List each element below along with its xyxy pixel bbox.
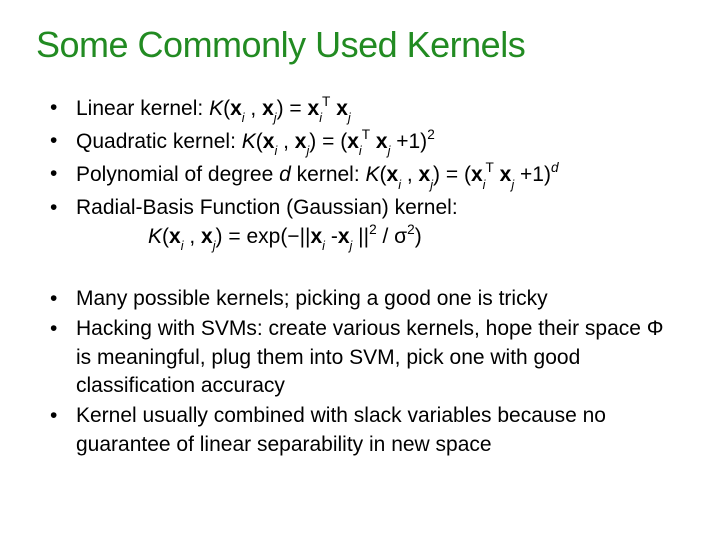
math: d [551, 160, 559, 175]
math: x [201, 225, 213, 248]
math: , [245, 97, 263, 120]
math: x [308, 97, 320, 120]
page-title: Some Commonly Used Kernels [36, 24, 684, 66]
kernel-list: Linear kernel: K(xi , xj) = xiT xj Quadr… [48, 94, 684, 253]
math: j [350, 239, 353, 253]
bullet-text: Polynomial of degree [76, 163, 279, 186]
math: ) [415, 225, 422, 248]
math: ) = exp(−|| [216, 225, 311, 248]
math: ( [162, 225, 169, 248]
list-item: Kernel usually combined with slack varia… [48, 402, 684, 459]
math: x [169, 225, 181, 248]
math: 2 [369, 222, 377, 237]
math: || [352, 225, 369, 248]
math: x [347, 130, 359, 153]
bullet-text: kernel: [291, 163, 366, 186]
math: i [398, 178, 401, 192]
math: - [325, 225, 338, 248]
list-item: Radial-Basis Function (Gaussian) kernel:… [48, 194, 684, 254]
math: d [279, 163, 291, 186]
math: , [277, 130, 295, 153]
bullet-text: Radial-Basis Function (Gaussian) kernel: [76, 196, 458, 219]
math: i [483, 178, 486, 192]
math: K [148, 225, 162, 248]
math: i [322, 239, 325, 253]
math: ( [380, 163, 387, 186]
math: x [263, 130, 275, 153]
math: i [359, 144, 362, 158]
math: K [209, 97, 223, 120]
math: x [387, 163, 399, 186]
math: ) = [433, 163, 464, 186]
math: j [388, 144, 391, 158]
math: x [376, 130, 388, 153]
math: x [336, 97, 348, 120]
math: x [230, 97, 242, 120]
math: ( [256, 130, 263, 153]
math: x [295, 130, 307, 153]
list-item: Linear kernel: K(xi , xj) = xiT xj [48, 94, 684, 125]
math: i [181, 239, 184, 253]
list-item: Quadratic kernel: K(xi , xj) = (xiT xj +… [48, 127, 684, 158]
math: T [362, 127, 370, 142]
math: +1) [514, 163, 551, 186]
math: K [366, 163, 380, 186]
math: ( [464, 163, 471, 186]
math: , [184, 225, 202, 248]
math: i [319, 111, 322, 125]
math: x [338, 225, 350, 248]
list-item: Many possible kernels; picking a good on… [48, 285, 684, 313]
list-item: Polynomial of degree d kernel: K(xi , xj… [48, 160, 684, 191]
math: / σ [377, 225, 407, 248]
bullet-text: Linear kernel: [76, 97, 209, 120]
math: x [419, 163, 431, 186]
math: x [262, 97, 274, 120]
math: K [242, 130, 256, 153]
math: j [511, 178, 514, 192]
math: j [348, 111, 351, 125]
math: i [242, 111, 245, 125]
math: x [471, 163, 483, 186]
math: j [430, 178, 433, 192]
math: x [310, 225, 322, 248]
math: T [485, 160, 493, 175]
list-item: Hacking with SVMs: create various kernel… [48, 315, 684, 400]
math: 2 [427, 127, 435, 142]
math: i [274, 144, 277, 158]
bullet-indent: K(xi , xj) = exp(−||xi -xj ||2 / σ2) [76, 222, 684, 253]
math: , [401, 163, 419, 186]
math: 2 [407, 222, 415, 237]
math: +1) [390, 130, 427, 153]
math: ) = [309, 130, 340, 153]
math: ) = [277, 97, 308, 120]
math: T [322, 94, 330, 109]
bullet-text: Quadratic kernel: [76, 130, 242, 153]
math: j [213, 239, 216, 253]
math: j [274, 111, 277, 125]
math: j [306, 144, 309, 158]
math: x [500, 163, 512, 186]
notes-list: Many possible kernels; picking a good on… [48, 285, 684, 459]
